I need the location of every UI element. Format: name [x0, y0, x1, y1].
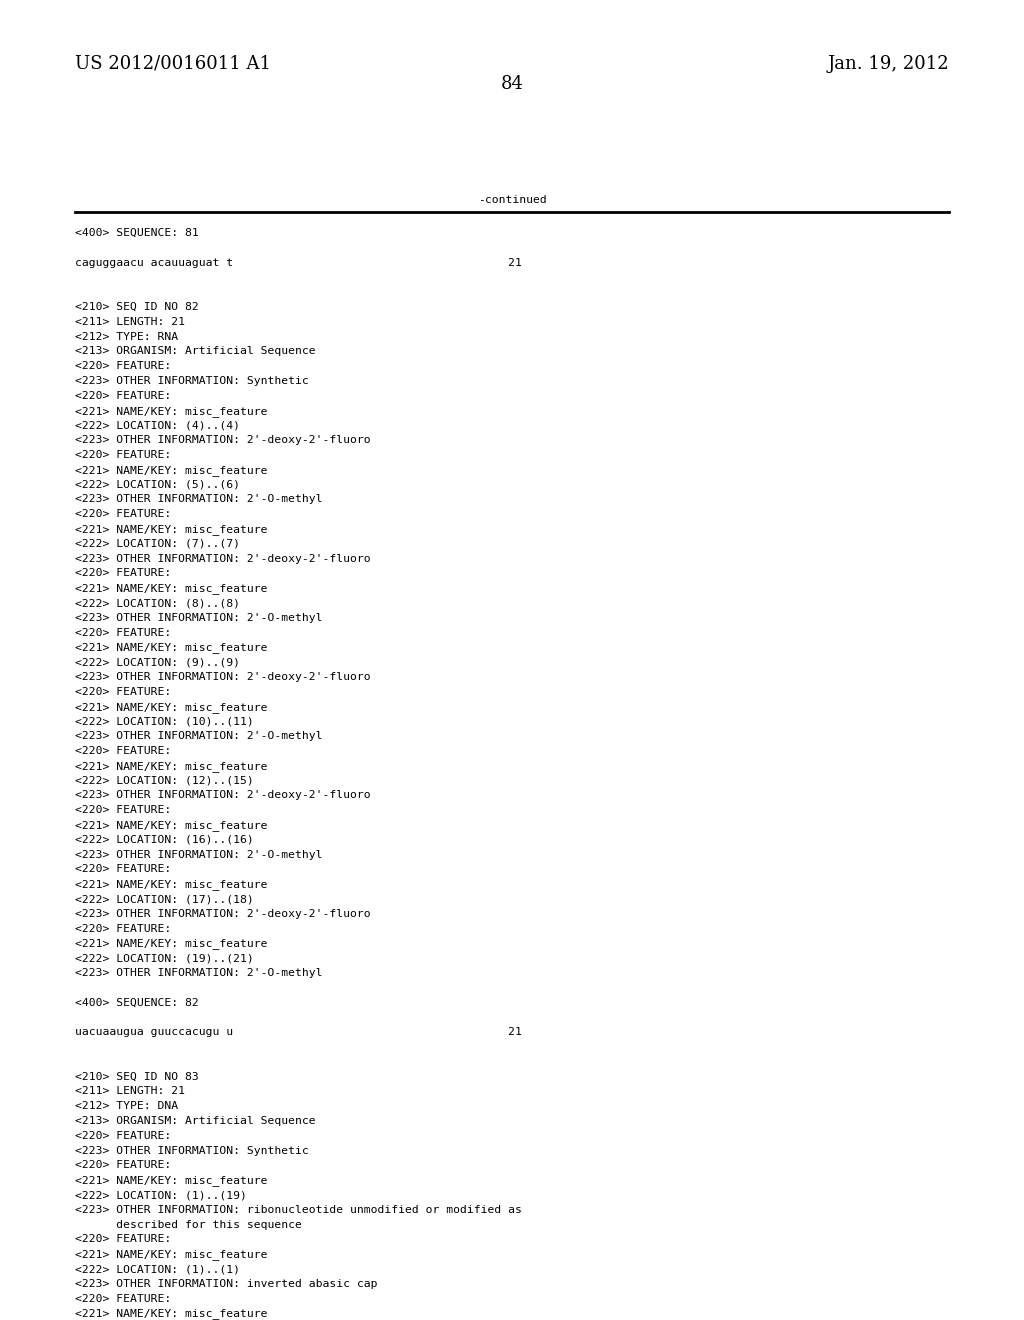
Text: <222> LOCATION: (12)..(15): <222> LOCATION: (12)..(15) [75, 776, 254, 785]
Text: <222> LOCATION: (1)..(19): <222> LOCATION: (1)..(19) [75, 1191, 247, 1200]
Text: <223> OTHER INFORMATION: 2'-O-methyl: <223> OTHER INFORMATION: 2'-O-methyl [75, 850, 323, 859]
Text: <220> FEATURE:: <220> FEATURE: [75, 362, 171, 371]
Text: <223> OTHER INFORMATION: 2'-O-methyl: <223> OTHER INFORMATION: 2'-O-methyl [75, 968, 323, 978]
Text: <223> OTHER INFORMATION: 2'-O-methyl: <223> OTHER INFORMATION: 2'-O-methyl [75, 731, 323, 742]
Text: <211> LENGTH: 21: <211> LENGTH: 21 [75, 1086, 185, 1097]
Text: <223> OTHER INFORMATION: 2'-O-methyl: <223> OTHER INFORMATION: 2'-O-methyl [75, 612, 323, 623]
Text: <223> OTHER INFORMATION: Synthetic: <223> OTHER INFORMATION: Synthetic [75, 376, 309, 385]
Text: <220> FEATURE:: <220> FEATURE: [75, 510, 171, 519]
Text: <220> FEATURE:: <220> FEATURE: [75, 627, 171, 638]
Text: <220> FEATURE:: <220> FEATURE: [75, 746, 171, 756]
Text: <212> TYPE: DNA: <212> TYPE: DNA [75, 1101, 178, 1111]
Text: caguggaacu acauuaguat t                                        21: caguggaacu acauuaguat t 21 [75, 257, 522, 268]
Text: US 2012/0016011 A1: US 2012/0016011 A1 [75, 55, 271, 73]
Text: <222> LOCATION: (5)..(6): <222> LOCATION: (5)..(6) [75, 479, 240, 490]
Text: <220> FEATURE:: <220> FEATURE: [75, 391, 171, 401]
Text: <221> NAME/KEY: misc_feature: <221> NAME/KEY: misc_feature [75, 405, 267, 417]
Text: <221> NAME/KEY: misc_feature: <221> NAME/KEY: misc_feature [75, 465, 267, 475]
Text: <400> SEQUENCE: 82: <400> SEQUENCE: 82 [75, 998, 199, 1007]
Text: <221> NAME/KEY: misc_feature: <221> NAME/KEY: misc_feature [75, 702, 267, 713]
Text: <223> OTHER INFORMATION: 2'-deoxy-2'-fluoro: <223> OTHER INFORMATION: 2'-deoxy-2'-flu… [75, 791, 371, 800]
Text: <221> NAME/KEY: misc_feature: <221> NAME/KEY: misc_feature [75, 1308, 267, 1319]
Text: <213> ORGANISM: Artificial Sequence: <213> ORGANISM: Artificial Sequence [75, 1115, 315, 1126]
Text: <221> NAME/KEY: misc_feature: <221> NAME/KEY: misc_feature [75, 939, 267, 949]
Text: <222> LOCATION: (1)..(1): <222> LOCATION: (1)..(1) [75, 1265, 240, 1274]
Text: <213> ORGANISM: Artificial Sequence: <213> ORGANISM: Artificial Sequence [75, 346, 315, 356]
Text: <223> OTHER INFORMATION: ribonucleotide unmodified or modified as: <223> OTHER INFORMATION: ribonucleotide … [75, 1205, 522, 1214]
Text: <221> NAME/KEY: misc_feature: <221> NAME/KEY: misc_feature [75, 1175, 267, 1187]
Text: <220> FEATURE:: <220> FEATURE: [75, 569, 171, 578]
Text: <223> OTHER INFORMATION: Synthetic: <223> OTHER INFORMATION: Synthetic [75, 1146, 309, 1155]
Text: <210> SEQ ID NO 82: <210> SEQ ID NO 82 [75, 302, 199, 312]
Text: <211> LENGTH: 21: <211> LENGTH: 21 [75, 317, 185, 327]
Text: Jan. 19, 2012: Jan. 19, 2012 [827, 55, 949, 73]
Text: <222> LOCATION: (17)..(18): <222> LOCATION: (17)..(18) [75, 894, 254, 904]
Text: -continued: -continued [477, 195, 547, 205]
Text: <222> LOCATION: (7)..(7): <222> LOCATION: (7)..(7) [75, 539, 240, 549]
Text: <223> OTHER INFORMATION: 2'-deoxy-2'-fluoro: <223> OTHER INFORMATION: 2'-deoxy-2'-flu… [75, 436, 371, 445]
Text: 84: 84 [501, 75, 523, 92]
Text: described for this sequence: described for this sequence [75, 1220, 302, 1230]
Text: <222> LOCATION: (4)..(4): <222> LOCATION: (4)..(4) [75, 420, 240, 430]
Text: <220> FEATURE:: <220> FEATURE: [75, 924, 171, 933]
Text: <220> FEATURE:: <220> FEATURE: [75, 1234, 171, 1245]
Text: <223> OTHER INFORMATION: 2'-O-methyl: <223> OTHER INFORMATION: 2'-O-methyl [75, 495, 323, 504]
Text: <223> OTHER INFORMATION: 2'-deoxy-2'-fluoro: <223> OTHER INFORMATION: 2'-deoxy-2'-flu… [75, 553, 371, 564]
Text: <220> FEATURE:: <220> FEATURE: [75, 865, 171, 874]
Text: <223> OTHER INFORMATION: inverted abasic cap: <223> OTHER INFORMATION: inverted abasic… [75, 1279, 378, 1288]
Text: <210> SEQ ID NO 83: <210> SEQ ID NO 83 [75, 1072, 199, 1081]
Text: <221> NAME/KEY: misc_feature: <221> NAME/KEY: misc_feature [75, 1249, 267, 1261]
Text: <222> LOCATION: (10)..(11): <222> LOCATION: (10)..(11) [75, 717, 254, 726]
Text: <221> NAME/KEY: misc_feature: <221> NAME/KEY: misc_feature [75, 760, 267, 772]
Text: <220> FEATURE:: <220> FEATURE: [75, 1294, 171, 1304]
Text: <220> FEATURE:: <220> FEATURE: [75, 686, 171, 697]
Text: <221> NAME/KEY: misc_feature: <221> NAME/KEY: misc_feature [75, 583, 267, 594]
Text: <220> FEATURE:: <220> FEATURE: [75, 1160, 171, 1171]
Text: <400> SEQUENCE: 81: <400> SEQUENCE: 81 [75, 228, 199, 238]
Text: <221> NAME/KEY: misc_feature: <221> NAME/KEY: misc_feature [75, 879, 267, 890]
Text: uacuaaugua guuccacugu u                                        21: uacuaaugua guuccacugu u 21 [75, 1027, 522, 1038]
Text: <221> NAME/KEY: misc_feature: <221> NAME/KEY: misc_feature [75, 643, 267, 653]
Text: <221> NAME/KEY: misc_feature: <221> NAME/KEY: misc_feature [75, 820, 267, 830]
Text: <222> LOCATION: (8)..(8): <222> LOCATION: (8)..(8) [75, 598, 240, 609]
Text: <222> LOCATION: (16)..(16): <222> LOCATION: (16)..(16) [75, 834, 254, 845]
Text: <220> FEATURE:: <220> FEATURE: [75, 1131, 171, 1140]
Text: <212> TYPE: RNA: <212> TYPE: RNA [75, 331, 178, 342]
Text: <223> OTHER INFORMATION: 2'-deoxy-2'-fluoro: <223> OTHER INFORMATION: 2'-deoxy-2'-flu… [75, 672, 371, 682]
Text: <221> NAME/KEY: misc_feature: <221> NAME/KEY: misc_feature [75, 524, 267, 535]
Text: <222> LOCATION: (19)..(21): <222> LOCATION: (19)..(21) [75, 953, 254, 964]
Text: <222> LOCATION: (9)..(9): <222> LOCATION: (9)..(9) [75, 657, 240, 667]
Text: <223> OTHER INFORMATION: 2'-deoxy-2'-fluoro: <223> OTHER INFORMATION: 2'-deoxy-2'-flu… [75, 908, 371, 919]
Text: <220> FEATURE:: <220> FEATURE: [75, 805, 171, 816]
Text: <220> FEATURE:: <220> FEATURE: [75, 450, 171, 459]
